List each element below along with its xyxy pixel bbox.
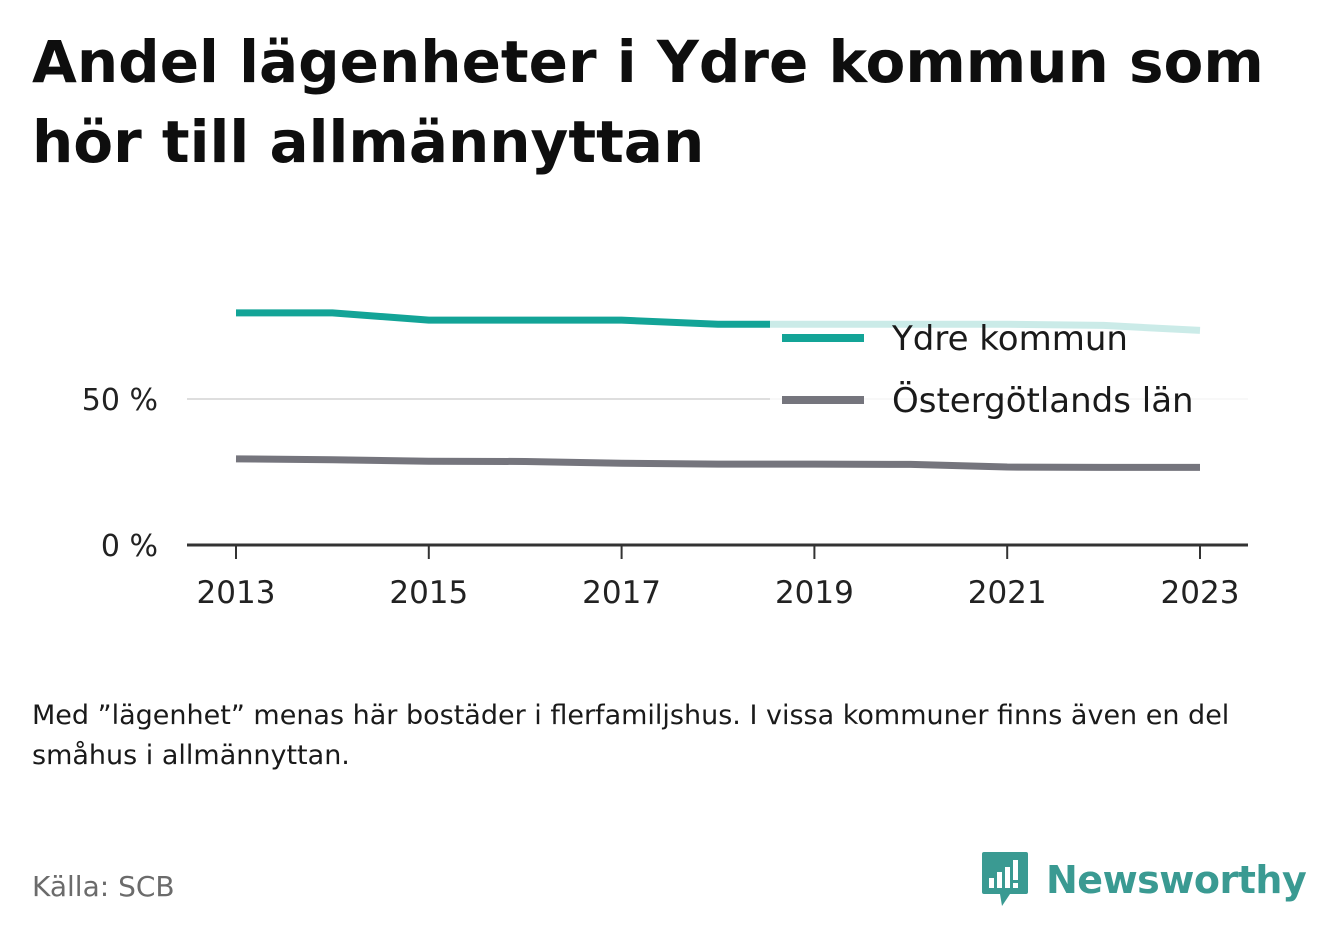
page-title: Andel lägenheter i Ydre kommun som hör t… [32,28,1264,176]
chart-note: Med ”lägenhet” menas här bostäder i fler… [32,700,1230,771]
legend: Ydre kommun Östergötlands län [770,300,1250,430]
legend-label: Ydre kommun [891,319,1128,359]
axis-layer: 0 % 50 % 2013 2015 2017 2019 2021 2023 [82,383,1248,611]
x-tick-label: 2015 [389,575,468,611]
y-tick-label: 50 % [82,383,158,418]
x-tick-label: 2013 [197,575,276,611]
legend-label: Östergötlands län [892,380,1194,421]
line-chart: 0 % 50 % 2013 2015 2017 2019 2021 2023 Ydre kom… [81,300,1250,611]
legend-backdrop [770,300,1250,430]
newsworthy-logo-icon [982,852,1028,906]
x-tick-label: 2023 [1161,575,1240,611]
series-line-2 [235,455,1200,471]
x-tick-label: 2021 [968,575,1047,611]
brand: Newsworthy [980,850,1307,910]
brand-name: Newsworthy [1046,858,1307,902]
x-tick-label: 2019 [775,575,854,611]
x-tick-label: 2017 [582,575,661,611]
y-tick-label: 0 % [101,529,158,564]
source-label: Källa: SCB [32,870,175,903]
